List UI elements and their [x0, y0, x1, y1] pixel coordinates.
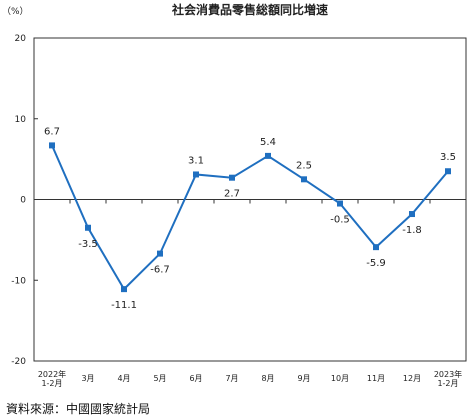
- data-label: 3.5: [440, 152, 456, 163]
- data-point: [409, 211, 415, 218]
- x-tick-label: 2022年 1-2月: [38, 369, 66, 388]
- data-label: -1.8: [402, 225, 422, 236]
- x-tick-label-line: 1-2月: [41, 379, 62, 388]
- x-tick-label: 11月: [367, 374, 385, 383]
- data-labels: 6.7 -3.5 -11.1 -6.7 3.1 2.7 5.4 2.5 -0.5 -5.9 -1.8…: [44, 126, 456, 311]
- data-label: -11.1: [111, 300, 137, 311]
- x-tick-label-line: 7月: [225, 374, 238, 383]
- y-axis-ticks: 20 10 0 -10 -20: [11, 34, 38, 367]
- y-tick-label: -20: [11, 357, 26, 367]
- data-point: [157, 250, 163, 257]
- chart-title: 社会消費品零售総額同比増速: [171, 2, 328, 17]
- data-label: 5.4: [260, 137, 276, 148]
- data-point: [301, 176, 307, 183]
- y-tick-label: 10: [15, 115, 27, 125]
- x-tick-label-line: 1-2月: [437, 379, 458, 388]
- y-tick-label: 20: [15, 34, 27, 44]
- series-line: [51, 144, 449, 291]
- data-point: [229, 174, 235, 181]
- x-tick-label-line: 2022年: [38, 369, 66, 379]
- data-point: [193, 171, 199, 178]
- x-tick-label-line: 11月: [367, 374, 385, 383]
- x-tick-label: 5月: [153, 374, 166, 383]
- data-label: -5.9: [366, 258, 386, 269]
- data-point: [85, 224, 91, 231]
- x-tick-label-line: 6月: [189, 374, 202, 383]
- x-tick-label: 7月: [225, 374, 238, 383]
- y-tick-label: -10: [11, 276, 26, 286]
- x-tick-label: 4月: [117, 374, 130, 383]
- data-label: 6.7: [44, 126, 60, 137]
- x-tick-label: 2023年 1-2月: [434, 369, 462, 388]
- x-tick-label: 9月: [297, 374, 310, 383]
- data-point: [265, 152, 271, 159]
- x-tick-label-line: 9月: [297, 374, 310, 383]
- x-tick-label-line: 2023年: [434, 369, 462, 379]
- x-tick-label-line: 5月: [153, 374, 166, 383]
- data-point: [373, 244, 379, 251]
- x-tick-label: 8月: [261, 374, 274, 383]
- x-tick-label: 10月: [331, 374, 349, 383]
- source-note: 資料來源：中國國家統計局: [6, 402, 151, 416]
- data-point: [49, 142, 55, 149]
- x-tick-label-line: 3月: [81, 374, 94, 383]
- data-label: -6.7: [150, 265, 170, 276]
- x-tick-label-line: 4月: [117, 374, 130, 383]
- x-tick-label-line: 8月: [261, 374, 274, 383]
- data-label: -0.5: [330, 215, 350, 226]
- data-point: [445, 168, 451, 175]
- y-tick-label: 0: [20, 196, 26, 206]
- data-label: 2.5: [296, 160, 312, 171]
- data-point: [337, 200, 343, 207]
- data-points: [49, 142, 451, 293]
- data-label: 3.1: [188, 155, 204, 166]
- data-label: 2.7: [224, 189, 240, 200]
- x-tick-label: 3月: [81, 374, 94, 383]
- data-label: -3.5: [78, 239, 98, 250]
- x-tick-label: 12月: [403, 374, 421, 383]
- x-tick-label: 6月: [189, 374, 202, 383]
- x-tick-label-line: 12月: [403, 374, 421, 383]
- x-tick-label-line: 10月: [331, 374, 349, 383]
- series-polyline: [51, 144, 449, 291]
- y-axis-unit: （%）: [2, 6, 29, 17]
- data-point: [121, 286, 127, 293]
